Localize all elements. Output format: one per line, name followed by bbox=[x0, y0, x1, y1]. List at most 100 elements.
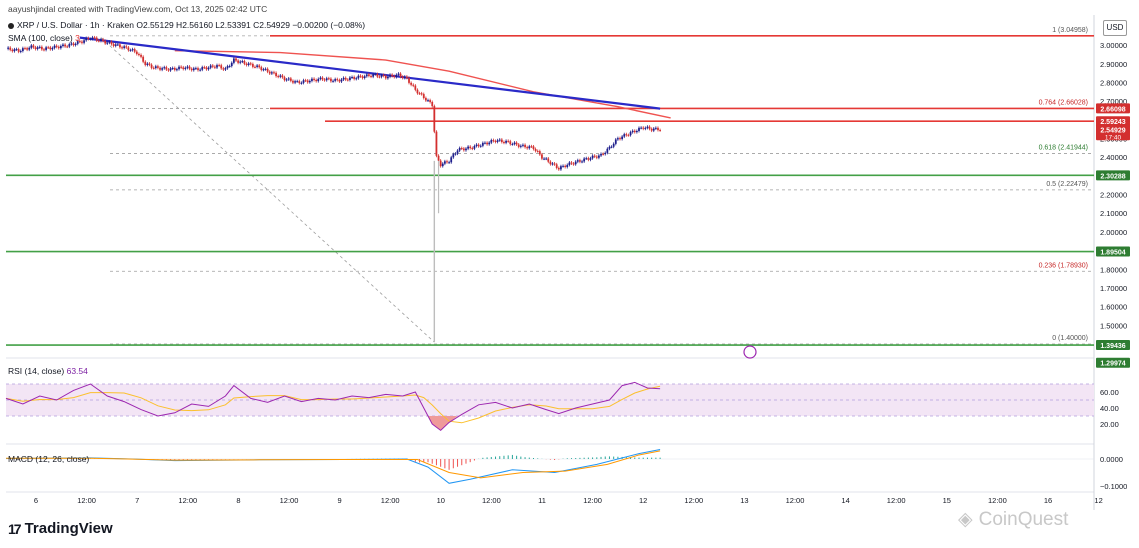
candle-body bbox=[638, 127, 640, 131]
candle-body bbox=[551, 163, 554, 165]
symbol-line[interactable]: XRP / U.S. Dollar · 1h · Kraken O2.55129… bbox=[8, 20, 365, 30]
candle-body bbox=[477, 144, 480, 147]
fib-level-label: 0.764 (2.66028) bbox=[1039, 100, 1088, 107]
candle-body bbox=[330, 78, 332, 82]
candle-body bbox=[353, 77, 356, 79]
candle-body bbox=[220, 65, 223, 69]
x-tick-label: 12 bbox=[1094, 496, 1102, 505]
candle-body bbox=[47, 47, 50, 49]
candle-body bbox=[270, 72, 273, 74]
coinquest-watermark: ◈ CoinQuest bbox=[958, 508, 1068, 531]
candle-body bbox=[481, 142, 484, 146]
candle-body bbox=[159, 67, 161, 70]
chart-credit: aayushjindal created with TradingView.co… bbox=[8, 4, 268, 14]
candle-body bbox=[222, 68, 225, 70]
candle-body bbox=[492, 140, 495, 142]
candle-body bbox=[91, 37, 94, 39]
candle-body bbox=[323, 79, 326, 81]
candle-body bbox=[129, 50, 132, 52]
x-tick-label: 12 bbox=[639, 496, 647, 505]
candle-body bbox=[57, 46, 60, 49]
candle-body bbox=[530, 146, 533, 148]
candle-body bbox=[522, 144, 524, 146]
x-tick-label: 8 bbox=[236, 496, 240, 505]
fib-level-label: 1 (3.04958) bbox=[1052, 27, 1088, 34]
alert-icon bbox=[743, 345, 757, 359]
candle-body bbox=[606, 148, 609, 153]
symbol-ohlc: XRP / U.S. Dollar · 1h · Kraken O2.55129… bbox=[17, 20, 366, 30]
candle-body bbox=[43, 49, 45, 51]
macd-tick-label: 0.0000 bbox=[1100, 455, 1123, 464]
candle-body bbox=[62, 44, 64, 47]
candle-body bbox=[374, 74, 377, 76]
candle-body bbox=[560, 166, 562, 170]
candle-body bbox=[581, 161, 583, 163]
x-tick-label: 12:00 bbox=[583, 496, 602, 505]
candle-body bbox=[365, 74, 368, 77]
currency-button[interactable]: USD bbox=[1103, 20, 1127, 36]
candle-body bbox=[315, 79, 318, 82]
candle-body bbox=[429, 100, 432, 102]
candle-body bbox=[465, 148, 467, 151]
candle-body bbox=[614, 139, 617, 144]
macd-legend[interactable]: MACD (12, 26, close) bbox=[8, 454, 89, 464]
candle-body bbox=[28, 47, 31, 50]
candle-body bbox=[528, 146, 531, 149]
candle-body bbox=[205, 67, 208, 70]
rsi-ma-line bbox=[5, 385, 661, 424]
candle-body bbox=[45, 47, 47, 50]
candle-body bbox=[258, 65, 261, 68]
candle-body bbox=[127, 47, 130, 51]
candle-body bbox=[585, 158, 588, 160]
price-badge bbox=[1096, 357, 1130, 368]
candle-body bbox=[277, 76, 280, 78]
candle-body bbox=[657, 127, 659, 131]
candle-body bbox=[349, 77, 351, 81]
candle-body bbox=[36, 47, 39, 50]
candle-body bbox=[496, 140, 499, 142]
candle-body bbox=[566, 164, 569, 168]
candle-body bbox=[237, 60, 239, 63]
candle-body bbox=[604, 152, 607, 155]
candle-body bbox=[68, 44, 71, 47]
sma-legend[interactable]: SMA (100, close) 3 bbox=[8, 33, 80, 43]
candle-body bbox=[298, 81, 301, 84]
candle-body bbox=[7, 47, 10, 49]
candle-body bbox=[142, 56, 145, 62]
candle-body bbox=[446, 161, 448, 163]
candle-body bbox=[19, 50, 22, 52]
candle-body bbox=[382, 74, 385, 76]
candle-body bbox=[422, 94, 425, 99]
candle-body bbox=[494, 140, 497, 142]
rsi-legend[interactable]: RSI (14, close) 63.54 bbox=[8, 366, 88, 376]
candle-body bbox=[17, 49, 20, 52]
candle-body bbox=[195, 68, 197, 70]
y-tick-label: 2.80000 bbox=[1100, 78, 1127, 87]
x-tick-label: 13 bbox=[740, 496, 748, 505]
tradingview-logo[interactable]: 17 TradingView bbox=[8, 520, 113, 537]
candle-body bbox=[443, 161, 446, 164]
candle-body bbox=[157, 66, 159, 68]
candle-body bbox=[114, 44, 117, 46]
candle-body bbox=[256, 65, 258, 67]
candle-body bbox=[15, 49, 18, 51]
macd-label: MACD (12, 26, close) bbox=[8, 454, 90, 464]
candle-body bbox=[150, 64, 153, 68]
candle-body bbox=[355, 78, 358, 80]
candle-body bbox=[121, 47, 123, 49]
candle-body bbox=[555, 164, 558, 168]
candle-body bbox=[574, 161, 577, 165]
candle-body bbox=[503, 142, 505, 144]
candle-body bbox=[64, 44, 66, 47]
candle-body bbox=[648, 126, 651, 129]
candle-body bbox=[644, 127, 647, 129]
candle-body bbox=[30, 45, 33, 48]
x-tick-label: 10 bbox=[437, 496, 445, 505]
candle-body bbox=[59, 46, 62, 49]
fib-level-label: 0.236 (1.78930) bbox=[1039, 262, 1088, 269]
x-tick-label: 12:00 bbox=[77, 496, 96, 505]
candle-body bbox=[441, 163, 444, 167]
candle-body bbox=[70, 43, 73, 45]
candle-body bbox=[245, 63, 248, 66]
candle-body bbox=[654, 127, 657, 129]
